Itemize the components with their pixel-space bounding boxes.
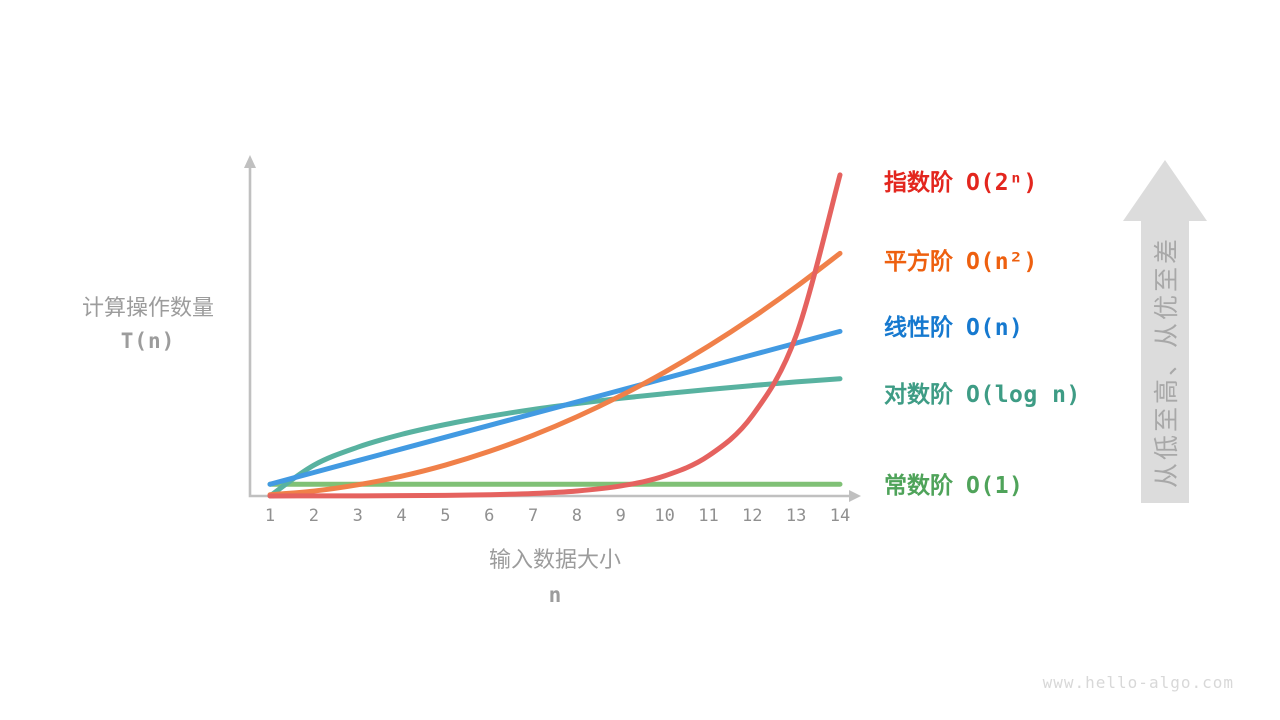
legend-item-exponential: 指数阶 O(2ⁿ) [884, 163, 1038, 196]
up-arrow-shaft [1141, 219, 1189, 503]
curve-logarithmic [267, 376, 843, 499]
x-tick-label: 13 [785, 506, 807, 526]
legend-notation: O(n) [966, 315, 1024, 341]
x-axis-label-text: 输入数据大小 [488, 547, 621, 572]
curve-quadratic [267, 250, 843, 498]
up-arrow-icon [1123, 160, 1207, 221]
x-axis-arrow-icon [849, 490, 861, 502]
y-axis-label-text: 计算操作数量 [81, 295, 214, 320]
y-axis-label: 计算操作数量 T(n) [48, 297, 248, 352]
legend-item-constant: 常数阶 O(1) [884, 466, 1024, 499]
y-axis-formula: T(n) [120, 329, 176, 353]
quality-arrow-text: 从低至高、从优至差 [1153, 235, 1181, 489]
legend-label: 线性阶 [884, 314, 953, 340]
x-axis-formula: n [548, 583, 562, 607]
x-tick-label: 10 [654, 506, 675, 526]
x-axis-label: 输入数据大小 n [455, 549, 655, 606]
legend-item-quadratic: 平方阶 O(n²) [884, 242, 1038, 275]
x-tick-label: 14 [829, 506, 851, 526]
x-tick-label: 5 [440, 506, 451, 526]
legend-label: 常数阶 [884, 472, 953, 498]
legend-notation: O(2ⁿ) [966, 170, 1038, 196]
legend-item-logarithmic: 对数阶 O(log n) [884, 375, 1081, 408]
x-tick-label: 6 [484, 506, 495, 526]
y-axis-arrow-icon [244, 155, 256, 168]
curve-linear [267, 328, 843, 487]
x-tick-label: 1 [264, 506, 276, 526]
x-tick-label: 11 [698, 506, 719, 526]
x-tick-label: 2 [308, 506, 319, 526]
legend-item-linear: 线性阶 O(n) [884, 308, 1024, 341]
legend-label: 对数阶 [884, 381, 953, 407]
legend-label: 平方阶 [884, 248, 953, 274]
axes [248, 164, 851, 498]
x-tick-label: 4 [396, 506, 407, 526]
watermark: www.hello-algo.com [1042, 673, 1234, 692]
x-tick-label: 3 [352, 506, 363, 526]
legend-notation: O(n²) [966, 249, 1038, 275]
x-tick-label: 7 [527, 506, 539, 526]
legend-notation: O(log n) [966, 382, 1081, 408]
legend-notation: O(1) [966, 473, 1024, 499]
x-tick-label: 12 [742, 506, 763, 526]
x-tick-label: 8 [571, 506, 583, 526]
x-tick-label: 9 [615, 506, 626, 526]
curve-exponential [267, 172, 843, 499]
legend-label: 指数阶 [884, 169, 953, 195]
